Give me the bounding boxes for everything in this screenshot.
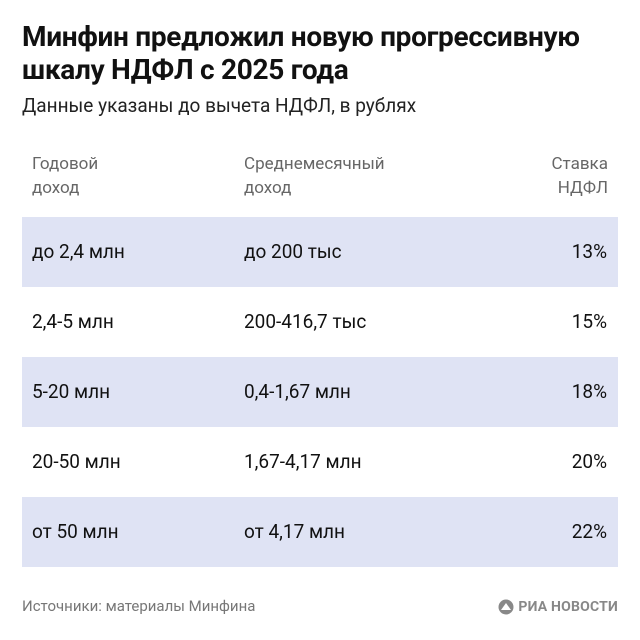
table-cell: от 50 млн [32, 520, 119, 543]
table-cell: 2,4-5 млн [32, 310, 114, 333]
table-cell: 200-416,7 тыс [244, 310, 367, 333]
logo-icon [498, 599, 514, 615]
table-cell: 15% [571, 310, 607, 333]
logo-text: РИА НОВОСТИ [518, 599, 618, 615]
table-body: до 2,4 млн до 200 тыс 13% 2,4-5 млн 200-416,… [22, 217, 618, 567]
table-row: 20-50 млн 1,67-4,17 млн 20% [22, 427, 618, 497]
logo: РИА НОВОСТИ [498, 597, 618, 617]
column-header: Годовой доход [32, 154, 99, 198]
table-cell: 1,67-4,17 млн [244, 450, 362, 473]
column-header: Ставка НДФЛ [551, 154, 608, 198]
table-cell: 20% [571, 450, 607, 473]
table-cell: 5-20 млн [32, 380, 111, 403]
title: Минфин предложил новую прогрессивную шка… [22, 20, 580, 86]
source: Источники: материалы Минфина [22, 597, 256, 615]
table-cell: 22% [571, 520, 607, 543]
table-cell: 0,4-1,67 млн [244, 380, 351, 403]
table-row: 5-20 млн 0,4-1,67 млн 18% [22, 357, 618, 427]
table-cell: 20-50 млн [32, 450, 121, 473]
table-row: до 2,4 млн до 200 тыс 13% [22, 217, 618, 287]
table-row: 2,4-5 млн 200-416,7 тыс 15% [22, 287, 618, 357]
table-cell: до 200 тыс [244, 240, 342, 263]
subtitle: Данные указаны до вычета НДФЛ, в рублях [22, 94, 417, 117]
column-header: Среднемесячный доход [244, 154, 385, 198]
table-cell: 13% [571, 240, 607, 263]
table-cell: до 2,4 млн [32, 240, 125, 263]
table-cell: от 4,17 млн [244, 520, 346, 543]
table-cell: 18% [571, 380, 607, 403]
table-header: Годовой доход Среднемесячный доход Ставк… [22, 152, 618, 208]
table-row: от 50 млн от 4,17 млн 22% [22, 497, 618, 567]
